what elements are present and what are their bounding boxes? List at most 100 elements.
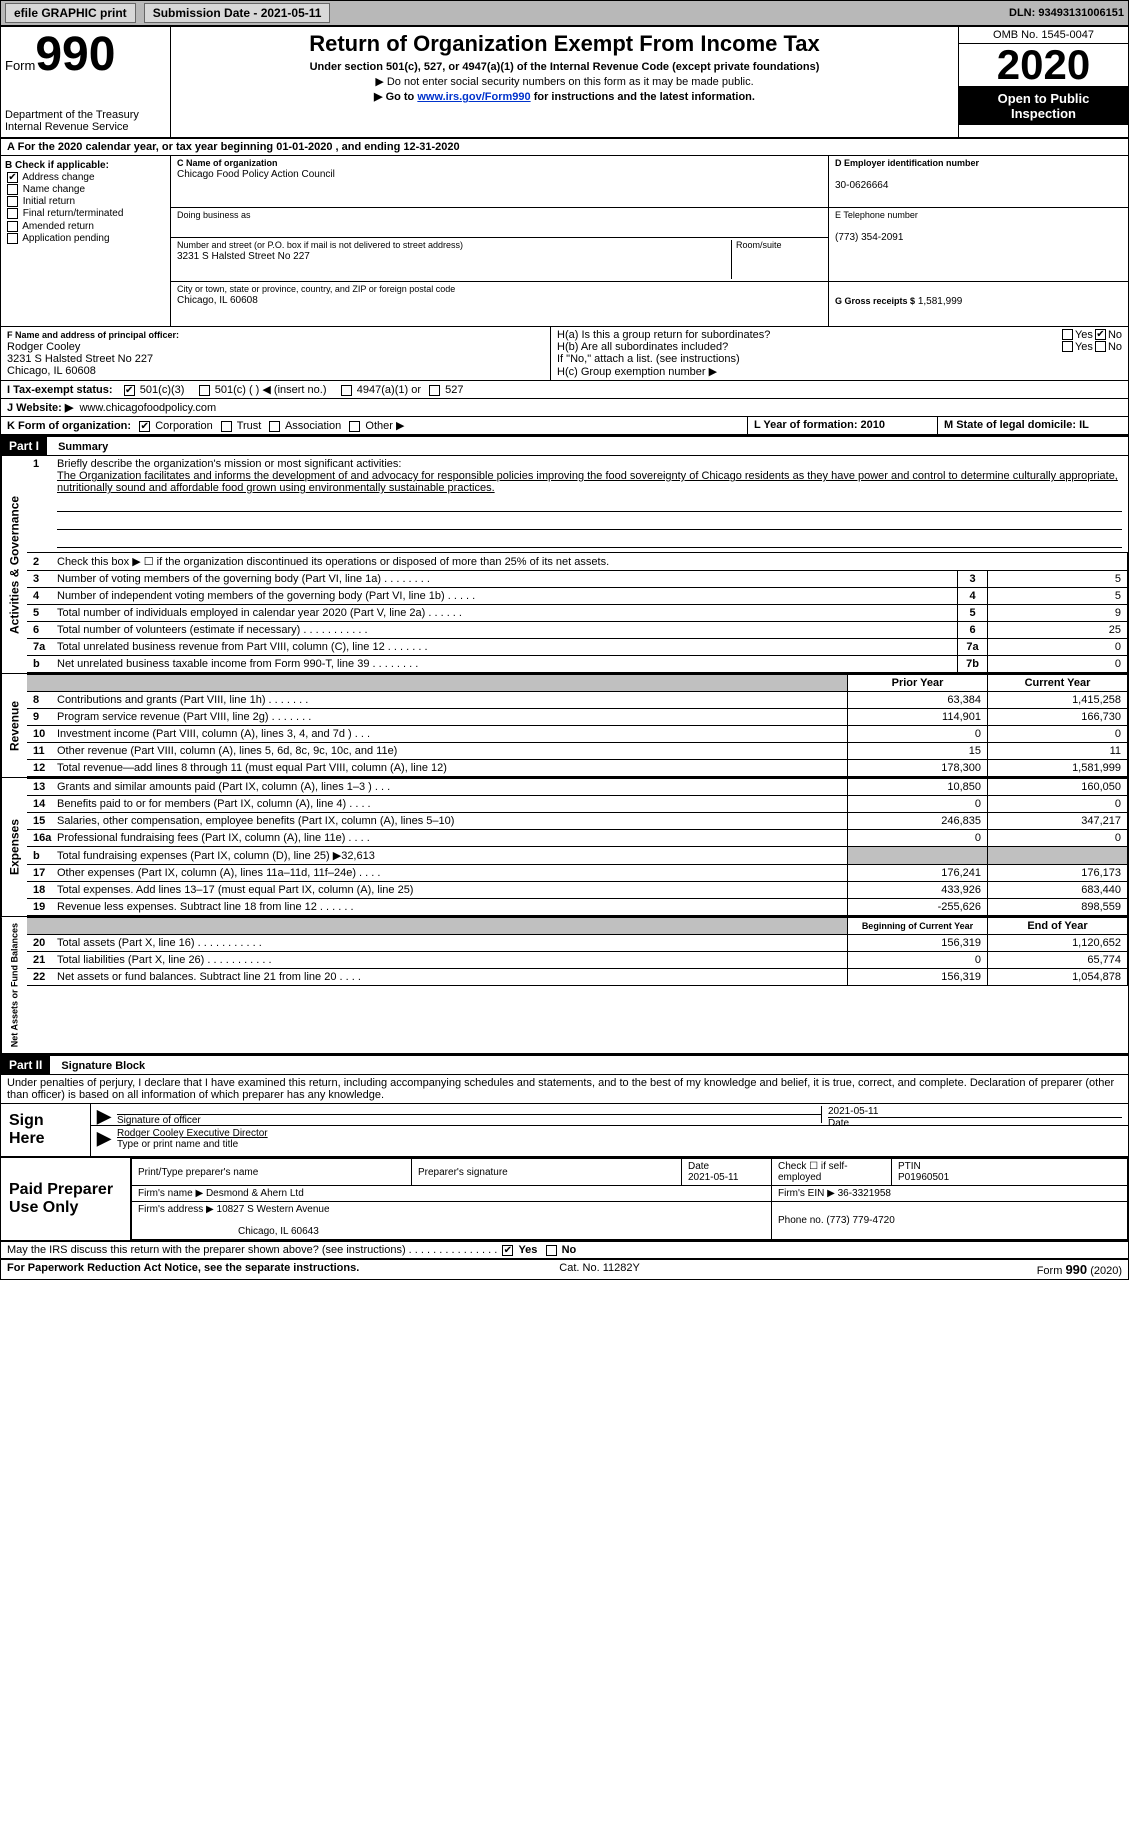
501c-checkbox[interactable] xyxy=(199,385,210,396)
preparer-sig-hdr: Preparer's signature xyxy=(412,1159,682,1186)
firm-addr: Firm's address ▶ 10827 S Western Avenue xyxy=(138,1204,330,1215)
footer-right: Form 990 (2020) xyxy=(1037,1262,1122,1277)
end-hdr: End of Year xyxy=(988,918,1128,935)
assoc-label: Association xyxy=(285,420,341,432)
l12-text: Total revenue—add lines 8 through 11 (mu… xyxy=(57,762,447,774)
corp-checkbox[interactable] xyxy=(139,421,150,432)
header-center: Return of Organization Exempt From Incom… xyxy=(171,27,958,137)
l8-prior: 63,384 xyxy=(848,692,988,709)
ha-yes-label: Yes xyxy=(1075,329,1093,341)
tax-year: 2020 xyxy=(959,44,1128,87)
address-change-checkbox[interactable] xyxy=(7,172,18,183)
firm-city: Chicago, IL 60643 xyxy=(138,1226,319,1237)
l8-text: Contributions and grants (Part VIII, lin… xyxy=(57,694,308,706)
app-pending-checkbox[interactable] xyxy=(7,233,18,244)
f-h-row: F Name and address of principal officer:… xyxy=(1,327,1128,381)
hb-no-label: No xyxy=(1108,341,1122,353)
trust-checkbox[interactable] xyxy=(221,421,232,432)
discuss-yes-checkbox[interactable] xyxy=(502,1245,513,1256)
other-checkbox[interactable] xyxy=(349,421,360,432)
l20-prior: 156,319 xyxy=(848,935,988,952)
l3-text: Number of voting members of the governin… xyxy=(57,573,430,585)
prior-hdr: Prior Year xyxy=(848,675,988,692)
ha-yes-checkbox[interactable] xyxy=(1062,329,1073,340)
j-website: J Website: ▶ www.chicagofoodpolicy.com xyxy=(1,399,1128,417)
hb-no-checkbox[interactable] xyxy=(1095,341,1106,352)
l19-curr: 898,559 xyxy=(988,899,1128,916)
amended-checkbox[interactable] xyxy=(7,221,18,232)
name-change-checkbox[interactable] xyxy=(7,184,18,195)
org-name: Chicago Food Policy Action Council xyxy=(177,169,335,180)
l22-text: Net assets or fund balances. Subtract li… xyxy=(57,971,361,983)
l14-curr: 0 xyxy=(988,796,1128,813)
netassets-block: Net Assets or Fund Balances Beginning of… xyxy=(1,917,1128,1054)
section-a-tax-year: A For the 2020 calendar year, or tax yea… xyxy=(1,139,1128,156)
city-value: Chicago, IL 60608 xyxy=(177,295,258,306)
footer-left: For Paperwork Reduction Act Notice, see … xyxy=(7,1262,359,1277)
phone-value: (773) 354-2091 xyxy=(835,232,903,243)
officer-addr2: Chicago, IL 60608 xyxy=(7,365,96,377)
revenue-tab: Revenue xyxy=(1,674,27,777)
block-b-row: B Check if applicable: Address change Na… xyxy=(1,156,1128,327)
l11-curr: 11 xyxy=(988,743,1128,760)
col-b-checkboxes: B Check if applicable: Address change Na… xyxy=(1,156,171,326)
l6-text: Total number of volunteers (estimate if … xyxy=(57,624,368,636)
assoc-checkbox[interactable] xyxy=(269,421,280,432)
j-label: J Website: ▶ xyxy=(7,402,73,414)
app-pending-label: Application pending xyxy=(22,233,109,244)
submission-date-button[interactable]: Submission Date - 2021-05-11 xyxy=(144,3,331,23)
h-group: H(a) Is this a group return for subordin… xyxy=(551,327,1128,380)
l13-text: Grants and similar amounts paid (Part IX… xyxy=(57,781,390,793)
ha-no-checkbox[interactable] xyxy=(1095,329,1106,340)
l12-prior: 178,300 xyxy=(848,760,988,777)
efile-print-button[interactable]: efile GRAPHIC print xyxy=(5,3,136,23)
l9-prior: 114,901 xyxy=(848,709,988,726)
l10-prior: 0 xyxy=(848,726,988,743)
501c3-checkbox[interactable] xyxy=(124,385,135,396)
header-row: Form990 Department of the Treasury Inter… xyxy=(1,27,1128,139)
l2-text: Check this box ▶ ☐ if the organization d… xyxy=(57,556,609,568)
name-change-label: Name change xyxy=(23,184,85,195)
501c-label: 501(c) ( ) ◀ (insert no.) xyxy=(215,384,327,396)
dln-label: DLN: 93493131006151 xyxy=(1009,7,1124,19)
subtitle-3: ▶ Go to www.irs.gov/Form990 for instruct… xyxy=(179,90,950,103)
part1-bar: Part I Summary xyxy=(1,435,1128,456)
l21-prior: 0 xyxy=(848,952,988,969)
ein-value: 30-0626664 xyxy=(835,180,888,191)
l1-label: Briefly describe the organization's miss… xyxy=(57,458,401,470)
header-right: OMB No. 1545-0047 2020 Open to Public In… xyxy=(958,27,1128,137)
l18-prior: 433,926 xyxy=(848,882,988,899)
initial-return-label: Initial return xyxy=(23,196,75,207)
discuss-no-checkbox[interactable] xyxy=(546,1245,557,1256)
sig-name-value: Rodger Cooley Executive Director xyxy=(117,1128,268,1139)
firm-ein: Firm's EIN ▶ 36-3321958 xyxy=(772,1186,1128,1202)
sig-name-label: Type or print name and title xyxy=(117,1139,238,1150)
final-return-checkbox[interactable] xyxy=(7,208,18,219)
amended-label: Amended return xyxy=(22,221,94,232)
l-label: L Year of formation: 2010 xyxy=(754,419,885,431)
revenue-table: Prior YearCurrent Year 8Contributions an… xyxy=(27,674,1128,777)
527-checkbox[interactable] xyxy=(429,385,440,396)
hb-yes-checkbox[interactable] xyxy=(1062,341,1073,352)
city-label: City or town, state or province, country… xyxy=(177,284,455,294)
initial-return-checkbox[interactable] xyxy=(7,196,18,207)
preparer-name-hdr: Print/Type preparer's name xyxy=(132,1159,412,1186)
irs-link[interactable]: www.irs.gov/Form990 xyxy=(417,91,530,103)
l11-text: Other revenue (Part VIII, column (A), li… xyxy=(57,745,397,757)
l9-text: Program service revenue (Part VIII, line… xyxy=(57,711,311,723)
governance-block: Activities & Governance 1Briefly describ… xyxy=(1,456,1128,674)
l14-prior: 0 xyxy=(848,796,988,813)
trust-label: Trust xyxy=(237,420,262,432)
4947-checkbox[interactable] xyxy=(341,385,352,396)
discuss-yes-label: Yes xyxy=(518,1244,537,1256)
527-label: 527 xyxy=(445,384,463,396)
hb-label: H(b) Are all subordinates included? xyxy=(557,341,1060,353)
l22-prior: 156,319 xyxy=(848,969,988,986)
l21-curr: 65,774 xyxy=(988,952,1128,969)
paid-label: Paid Preparer Use Only xyxy=(1,1158,131,1240)
hc-label: H(c) Group exemption number ▶ xyxy=(557,365,1122,378)
addr-cell: Number and street (or P.O. box if mail i… xyxy=(177,240,732,279)
address-change-label: Address change xyxy=(22,172,94,183)
i-tax-exempt: I Tax-exempt status: 501(c)(3) 501(c) ( … xyxy=(1,381,1128,399)
l13-curr: 160,050 xyxy=(988,779,1128,796)
